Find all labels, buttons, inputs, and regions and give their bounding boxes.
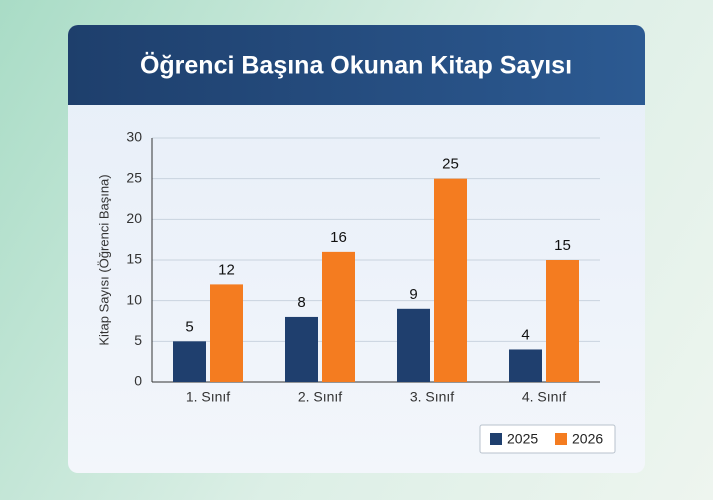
- legend-label: 2025: [507, 431, 538, 447]
- value-label: 9: [409, 286, 417, 303]
- value-label: 16: [330, 229, 347, 246]
- bar: [509, 349, 542, 382]
- bar: [322, 251, 355, 382]
- legend-swatch: [490, 433, 502, 445]
- y-axis-label: Kitap Sayısı (Öğrenci Başına): [96, 174, 111, 345]
- value-label: 25: [442, 156, 459, 173]
- y-tick-label: 10: [126, 291, 142, 307]
- legend-box: [479, 424, 616, 454]
- x-tick-label: 1. Sınıf: [186, 389, 230, 405]
- card: [68, 25, 645, 473]
- legend-label: 2026: [572, 431, 603, 447]
- y-tick-label: 5: [134, 332, 142, 348]
- x-tick-label: 2. Sınıf: [298, 389, 342, 405]
- value-label: 15: [554, 237, 571, 254]
- value-label: 8: [297, 294, 305, 311]
- value-label: 4: [521, 326, 529, 343]
- y-tick-label: 20: [126, 210, 142, 226]
- x-tick-label: 4. Sınıf: [522, 389, 566, 405]
- card-header: [68, 25, 645, 105]
- bar: [397, 308, 430, 382]
- y-tick-label: 25: [126, 169, 142, 185]
- chart-title: Öğrenci Başına Okunan Kitap Sayısı: [140, 51, 572, 80]
- y-tick-label: 0: [134, 373, 142, 389]
- bar: [434, 178, 467, 382]
- bar: [210, 284, 243, 382]
- value-label: 5: [185, 318, 193, 335]
- bar: [285, 316, 318, 382]
- y-tick-label: 15: [126, 251, 142, 267]
- value-label: 12: [218, 261, 235, 278]
- legend-swatch: [555, 433, 567, 445]
- y-tick-label: 30: [126, 129, 142, 145]
- x-tick-label: 3. Sınıf: [410, 389, 454, 405]
- bar: [546, 260, 579, 382]
- bar: [173, 341, 206, 382]
